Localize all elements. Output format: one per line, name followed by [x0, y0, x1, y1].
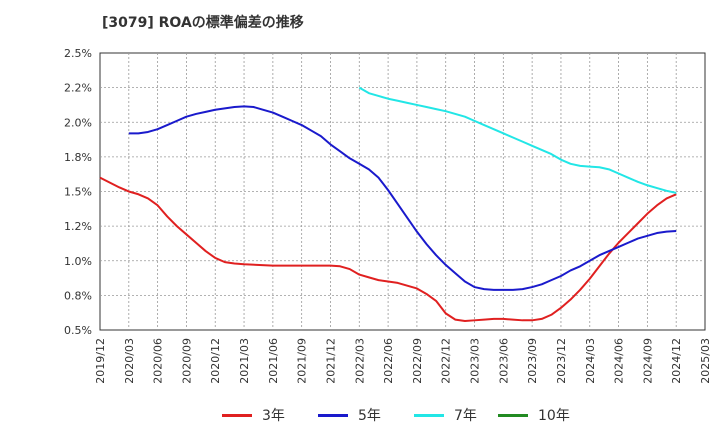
legend-label: 10年 [538, 408, 570, 424]
x-tick-label: 2020/03 [123, 338, 136, 384]
y-tick-label: 0.8% [64, 289, 92, 302]
x-tick-label: 2023/03 [469, 338, 482, 384]
legend-item: 5年 [318, 402, 381, 428]
y-axis-ticks: 0.5% 0.8% 1.0% 1.2% 1.5% 1.8% 2.0% 2.2% 2.5% [64, 47, 92, 337]
legend-swatch [318, 413, 348, 417]
x-tick-label: 2022/03 [353, 338, 366, 384]
x-tick-label: 2022/06 [382, 338, 395, 384]
y-tick-label: 0.5% [64, 324, 92, 337]
series-lines [99, 86, 677, 322]
x-tick-label: 2025/03 [699, 338, 712, 384]
legend-label: 3年 [262, 408, 285, 424]
legend-item: 3年 [222, 402, 285, 428]
y-tick-label: 2.2% [64, 82, 92, 95]
y-tick-label: 1.8% [64, 151, 92, 164]
legend-item: 10年 [498, 402, 570, 428]
legend: 3年 5年 7年 10年 [0, 402, 720, 430]
chart-svg: 0.5% 0.8% 1.0% 1.2% 1.5% 1.8% 2.0% 2.2% 2.5% 201… [64, 47, 712, 384]
plot-area [99, 52, 706, 331]
x-tick-label: 2021/09 [296, 338, 309, 384]
series-line-5年 [128, 105, 677, 291]
x-tick-label: 2020/12 [209, 338, 222, 384]
x-tick-label: 2020/09 [180, 338, 193, 384]
x-tick-label: 2024/03 [584, 338, 597, 384]
x-tick-label: 2022/09 [411, 338, 424, 384]
legend-label: 5年 [358, 408, 381, 424]
series-line-7年 [358, 86, 677, 194]
legend-label: 7年 [454, 408, 477, 424]
y-tick-label: 2.5% [64, 47, 92, 60]
chart-title: [3079] ROAの標準偏差の推移 [102, 15, 304, 31]
x-tick-label: 2021/12 [324, 338, 337, 384]
grid [100, 53, 705, 330]
legend-swatch [222, 413, 252, 417]
x-tick-label: 2024/09 [641, 338, 654, 384]
x-tick-label: 2022/12 [440, 338, 453, 384]
y-tick-label: 1.2% [64, 220, 92, 233]
x-axis-ticks: 2019/12 2020/03 2020/06 2020/09 2020/12 2021/… [94, 338, 712, 384]
legend-item: 7年 [414, 402, 477, 428]
y-tick-label: 1.5% [64, 186, 92, 199]
y-tick-label: 2.0% [64, 116, 92, 129]
x-tick-label: 2024/12 [670, 338, 683, 384]
x-tick-label: 2023/12 [555, 338, 568, 384]
x-tick-label: 2023/09 [526, 338, 539, 384]
x-tick-label: 2024/06 [613, 338, 626, 384]
x-tick-label: 2023/06 [497, 338, 510, 384]
legend-swatch [498, 413, 528, 417]
x-tick-label: 2021/06 [267, 338, 280, 384]
y-tick-label: 1.0% [64, 255, 92, 268]
x-tick-label: 2021/03 [238, 338, 251, 384]
x-tick-label: 2019/12 [94, 338, 107, 384]
series-line-3年 [99, 176, 677, 322]
x-tick-label: 2020/06 [152, 338, 165, 384]
legend-swatch [414, 413, 444, 417]
